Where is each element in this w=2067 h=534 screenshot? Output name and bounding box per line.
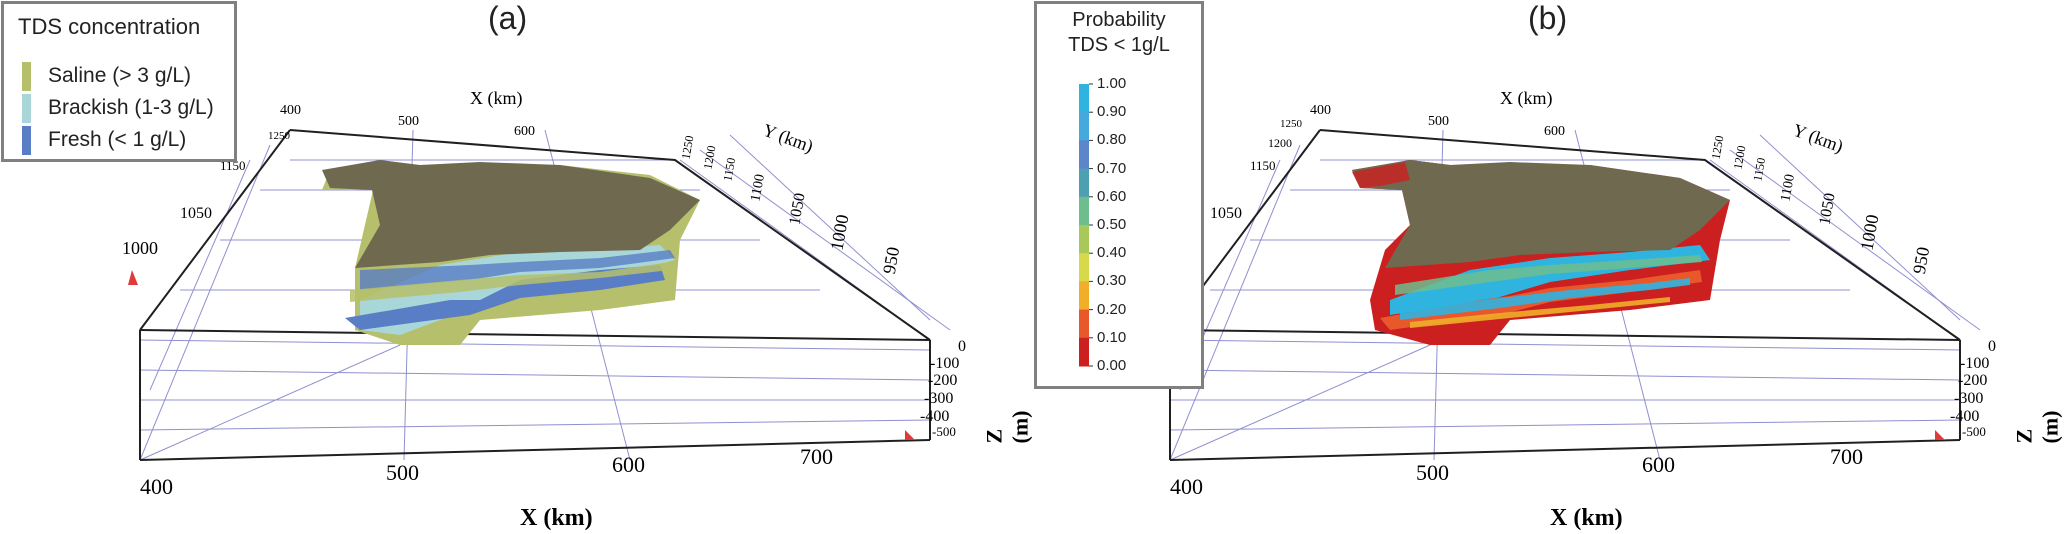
volume-a <box>322 160 700 345</box>
y-tick-left-1050-b: 1050 <box>1210 205 1242 222</box>
saline-swatch <box>22 62 31 91</box>
y-tick-left-1000-a: 1000 <box>122 238 158 258</box>
y-tick-left-1250-b: 1250 <box>1280 118 1302 130</box>
brackish-swatch <box>22 94 31 123</box>
fresh-swatch <box>22 126 31 155</box>
probability-legend: Probability TDS < 1g/L 1.00 0.90 0.80 0.70 0… <box>1034 1 1204 389</box>
x-tick-bottom-400-b: 400 <box>1170 474 1203 499</box>
x-tick-bottom-700-a: 700 <box>800 444 833 469</box>
z-tick-neg300-a: -300 <box>924 390 954 407</box>
z-tick-neg500-b: -500 <box>1962 424 1986 439</box>
z-tick-0-b: 0 <box>1988 338 1996 355</box>
colorbar-tick-label: 1.00 <box>1097 75 1127 92</box>
x-tick-top-600-a: 600 <box>514 124 535 139</box>
y-tick-left-1150-b: 1150 <box>1250 158 1276 173</box>
probability-legend-title-line1: Probability <box>1072 9 1166 31</box>
x-axis-title-top-b: X (km) <box>1500 88 1553 108</box>
x-axis-title-bottom-b: X (km) <box>1550 505 1623 531</box>
colorbar-tick-label: 0.00 <box>1097 357 1127 374</box>
z-tick-neg400-a: -400 <box>920 408 950 425</box>
colorbar-tick-label: 0.10 <box>1097 328 1127 346</box>
colorbar-segment <box>1079 253 1089 282</box>
colorbar-segment <box>1079 112 1089 141</box>
x-tick-bottom-500-a: 500 <box>386 460 419 485</box>
colorbar-segment <box>1079 337 1089 367</box>
colorbar-segment <box>1079 225 1089 254</box>
colorbar-tick-label: 0.80 <box>1097 131 1127 149</box>
z-tick-neg100-b: -100 <box>1960 355 1990 372</box>
x-tick-top-600-b: 600 <box>1544 124 1565 139</box>
colorbar-tick-label: 0.40 <box>1097 244 1127 262</box>
x-tick-bottom-400-a: 400 <box>140 474 173 499</box>
z-tick-neg200-b: -200 <box>1958 372 1988 389</box>
z-tick-neg100-a: -100 <box>930 355 960 372</box>
block-diagram-a <box>128 129 951 461</box>
x-tick-top-500-a: 500 <box>398 114 419 129</box>
z-tick-neg200-a: -200 <box>928 372 958 389</box>
colorbar-segment <box>1079 168 1089 198</box>
colorbar-tick-label: 0.50 <box>1097 216 1127 233</box>
x-tick-bottom-600-b: 600 <box>1642 452 1675 477</box>
volume-b <box>1352 160 1730 345</box>
colorbar-tick-label: 0.20 <box>1097 300 1127 318</box>
x-axis-title-top-a: X (km) <box>470 88 523 108</box>
colorbar-tick-label: 0.90 <box>1097 103 1127 121</box>
saline-label: Saline (> 3 g/L) <box>48 64 192 87</box>
y-tick-left-1250-a: 1250 <box>268 130 290 142</box>
probability-colorbar <box>1079 83 1093 367</box>
x-tick-bottom-500-b: 500 <box>1416 460 1449 485</box>
north-markers-a <box>128 270 915 440</box>
x-tick-top-400-a: 400 <box>280 103 301 118</box>
tds-legend-title: TDS concentration <box>18 14 201 39</box>
colorbar-segment <box>1079 281 1089 311</box>
z-tick-neg500-a: -500 <box>932 424 956 439</box>
colorbar-tick-label: 0.30 <box>1097 272 1127 290</box>
colorbar-segment <box>1079 140 1089 170</box>
x-tick-bottom-600-a: 600 <box>612 452 645 477</box>
x-axis-title-bottom-a: X (km) <box>520 505 593 531</box>
tds-legend: TDS concentration Saline (> 3 g/L) Brack… <box>1 1 237 162</box>
z-tick-neg400-b: -400 <box>1950 408 1980 425</box>
colorbar-segment <box>1079 84 1089 113</box>
probability-legend-title-line2: TDS < 1g/L <box>1068 34 1170 56</box>
panel-a: (a) X (km) X (km) Y (km) Z (m) 400 500 6… <box>0 0 1033 534</box>
colorbar-tick-label: 0.60 <box>1097 187 1127 205</box>
z-tick-neg300-b: -300 <box>1954 390 1984 407</box>
y-tick-left-1050-a: 1050 <box>180 205 212 222</box>
z-axis-title-a: Z (m) <box>981 410 1033 444</box>
panel-label-b: (b) <box>1528 0 1568 36</box>
y-tick-left-1200-b: 1200 <box>1268 136 1292 150</box>
x-tick-top-400-b: 400 <box>1310 103 1331 118</box>
x-tick-top-500-b: 500 <box>1428 114 1449 129</box>
colorbar-tick-label: 0.70 <box>1097 159 1127 177</box>
panel-b: (b) X (km) X (km) Y (km) Z (m) 400 500 6… <box>1030 0 2063 534</box>
panel-label-a: (a) <box>488 0 528 36</box>
fresh-label: Fresh (< 1 g/L) <box>48 128 187 151</box>
colorbar-segment <box>1079 309 1089 339</box>
x-tick-bottom-700-b: 700 <box>1830 444 1863 469</box>
colorbar-segment <box>1079 196 1089 226</box>
z-tick-0-a: 0 <box>958 338 966 355</box>
frame-lines-a <box>139 129 931 461</box>
z-axis-title-b: Z (m) <box>2011 410 2063 444</box>
brackish-label: Brackish (1-3 g/L) <box>48 96 214 119</box>
block-diagram-b <box>1158 129 1981 461</box>
